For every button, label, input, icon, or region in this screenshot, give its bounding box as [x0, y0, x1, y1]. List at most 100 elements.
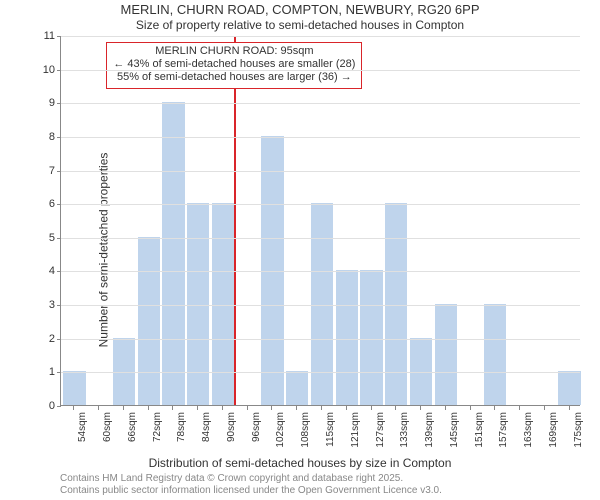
x-tick-label: 121sqm	[350, 412, 361, 462]
x-tick-label: 54sqm	[77, 412, 88, 462]
x-tick-label: 133sqm	[399, 412, 410, 462]
y-tick-label: 4	[35, 265, 55, 277]
y-tick-label: 6	[35, 198, 55, 210]
x-tick-label: 157sqm	[498, 412, 509, 462]
y-tick-label: 9	[35, 97, 55, 109]
x-tick-mark	[569, 406, 570, 410]
x-tick-mark	[445, 406, 446, 410]
x-tick-mark	[98, 406, 99, 410]
x-tick-mark	[371, 406, 372, 410]
bar	[434, 304, 458, 405]
gridline	[61, 271, 580, 272]
gridline	[61, 70, 580, 71]
y-tick-label: 1	[35, 366, 55, 378]
y-tick-label: 8	[35, 131, 55, 143]
x-tick-mark	[395, 406, 396, 410]
x-tick-mark	[321, 406, 322, 410]
x-tick-mark	[247, 406, 248, 410]
x-tick-mark	[197, 406, 198, 410]
bar	[161, 102, 185, 405]
x-tick-mark	[346, 406, 347, 410]
y-tick-mark	[57, 204, 61, 205]
bar	[260, 136, 284, 405]
x-tick-label: 169sqm	[548, 412, 559, 462]
y-tick-mark	[57, 305, 61, 306]
gridline	[61, 339, 580, 340]
chart-subtitle: Size of property relative to semi-detach…	[0, 18, 600, 32]
gridline	[61, 36, 580, 37]
y-tick-mark	[57, 406, 61, 407]
chart-title: MERLIN, CHURN ROAD, COMPTON, NEWBURY, RG…	[0, 2, 600, 17]
x-tick-mark	[73, 406, 74, 410]
y-tick-mark	[57, 103, 61, 104]
gridline	[61, 103, 580, 104]
y-tick-label: 7	[35, 165, 55, 177]
bar	[557, 371, 581, 405]
marker-annotation-line3: 55% of semi-detached houses are larger (…	[113, 71, 355, 84]
bar	[483, 304, 507, 405]
x-tick-mark	[519, 406, 520, 410]
x-tick-label: 151sqm	[474, 412, 485, 462]
y-tick-label: 2	[35, 333, 55, 345]
x-tick-label: 60sqm	[102, 412, 113, 462]
bar	[112, 338, 136, 405]
y-tick-label: 5	[35, 232, 55, 244]
bar	[62, 371, 86, 405]
y-tick-mark	[57, 36, 61, 37]
x-tick-label: 72sqm	[152, 412, 163, 462]
y-tick-mark	[57, 339, 61, 340]
y-tick-mark	[57, 372, 61, 373]
x-tick-mark	[172, 406, 173, 410]
x-tick-label: 78sqm	[176, 412, 187, 462]
y-tick-mark	[57, 171, 61, 172]
x-tick-label: 115sqm	[325, 412, 336, 462]
x-tick-label: 84sqm	[201, 412, 212, 462]
bar	[409, 338, 433, 405]
x-tick-mark	[222, 406, 223, 410]
gridline	[61, 372, 580, 373]
x-tick-mark	[544, 406, 545, 410]
bar	[285, 371, 309, 405]
x-tick-label: 66sqm	[127, 412, 138, 462]
gridline	[61, 204, 580, 205]
x-tick-label: 163sqm	[523, 412, 534, 462]
x-tick-mark	[470, 406, 471, 410]
x-tick-label: 127sqm	[375, 412, 386, 462]
y-tick-mark	[57, 137, 61, 138]
credit-line-1: Contains HM Land Registry data © Crown c…	[60, 473, 442, 485]
y-tick-mark	[57, 271, 61, 272]
marker-annotation: MERLIN CHURN ROAD: 95sqm ← 43% of semi-d…	[106, 42, 362, 89]
bar	[137, 237, 161, 405]
credit-line-2: Contains public sector information licen…	[60, 485, 442, 497]
plot-area: MERLIN CHURN ROAD: 95sqm ← 43% of semi-d…	[60, 36, 580, 406]
x-tick-label: 108sqm	[300, 412, 311, 462]
x-axis-label: Distribution of semi-detached houses by …	[0, 456, 600, 470]
x-tick-mark	[296, 406, 297, 410]
x-tick-label: 90sqm	[226, 412, 237, 462]
chart-container: MERLIN, CHURN ROAD, COMPTON, NEWBURY, RG…	[0, 0, 600, 500]
x-tick-mark	[123, 406, 124, 410]
x-tick-label: 145sqm	[449, 412, 460, 462]
gridline	[61, 305, 580, 306]
y-tick-label: 11	[35, 30, 55, 42]
credits: Contains HM Land Registry data © Crown c…	[60, 473, 442, 496]
bar-layer	[61, 36, 580, 405]
x-tick-mark	[271, 406, 272, 410]
x-tick-mark	[494, 406, 495, 410]
x-tick-mark	[148, 406, 149, 410]
x-tick-label: 102sqm	[275, 412, 286, 462]
y-tick-label: 10	[35, 64, 55, 76]
x-tick-label: 175sqm	[573, 412, 584, 462]
y-tick-mark	[57, 70, 61, 71]
y-tick-mark	[57, 238, 61, 239]
x-tick-label: 139sqm	[424, 412, 435, 462]
gridline	[61, 137, 580, 138]
gridline	[61, 238, 580, 239]
gridline	[61, 171, 580, 172]
x-tick-label: 96sqm	[251, 412, 262, 462]
y-tick-label: 3	[35, 299, 55, 311]
y-tick-label: 0	[35, 400, 55, 412]
marker-line	[234, 36, 236, 405]
marker-annotation-line1: MERLIN CHURN ROAD: 95sqm	[113, 45, 355, 58]
x-tick-mark	[420, 406, 421, 410]
